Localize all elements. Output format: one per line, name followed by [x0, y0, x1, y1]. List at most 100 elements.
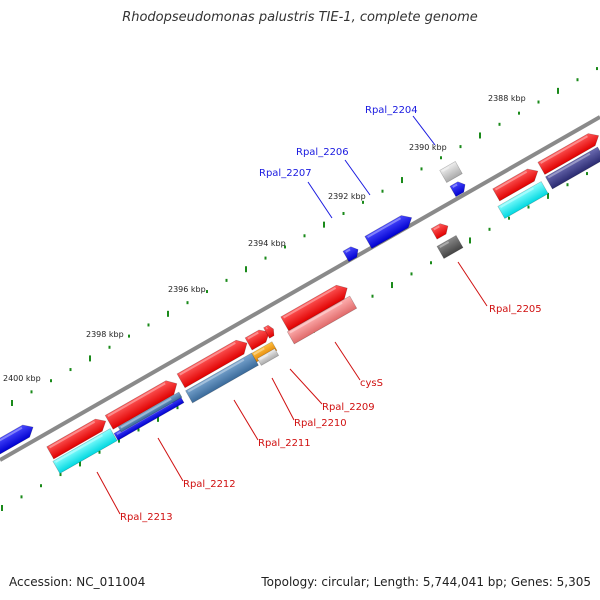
minor-tick: [488, 227, 491, 231]
minor-tick: [576, 78, 579, 82]
minor-tick: [186, 301, 189, 305]
gene-label-rpal_2205: Rpal_2205: [489, 304, 542, 315]
gene-labels: Rpal_2204 Rpal_2205 Rpal_2206 Rpal_2207 cysS…: [120, 105, 542, 523]
gene-cds-steel-b: [117, 391, 183, 433]
leader-line: [334, 341, 361, 381]
gene-label-rpal_2207: Rpal_2207: [259, 168, 312, 179]
gene-forward-2212: [104, 380, 178, 430]
leader-line: [96, 471, 121, 515]
minor-tick: [206, 290, 208, 294]
leader-line: [457, 261, 488, 307]
minor-tick: [69, 368, 72, 372]
minor-tick: [586, 172, 588, 176]
minor-tick: [20, 495, 23, 499]
minor-tick: [381, 189, 384, 193]
gene-label-rpal_2209: Rpal_2209: [322, 402, 375, 413]
gene-forward-a: [537, 133, 600, 175]
major-tick: [167, 310, 169, 317]
minor-tick: [596, 67, 598, 71]
minor-tick: [50, 379, 52, 383]
gene-cds-light: [439, 161, 463, 183]
scale-label-2398: 2398 kbp: [86, 330, 124, 339]
scale-label-2396: 2396 kbp: [168, 285, 206, 294]
gene-cds-light-b: [256, 348, 280, 366]
minor-tick: [147, 323, 150, 327]
gene-cds-cyan-b: [52, 428, 118, 474]
gene-label-rpal_2211: Rpal_2211: [258, 438, 311, 449]
gene-reverse-2207: [342, 246, 359, 263]
major-tick: [401, 177, 403, 184]
minor-tick: [362, 200, 364, 204]
minor-tick: [225, 278, 228, 282]
scale-labels: 2388 kbp 2390 kbp 2392 kbp 2394 kbp 2396 kbp…: [3, 94, 526, 383]
major-tick: [323, 221, 325, 228]
minor-tick: [303, 234, 306, 238]
gene-reverse-left: [0, 424, 34, 456]
gene-cds-grey: [436, 235, 464, 259]
minor-tick: [420, 167, 423, 171]
gene-forward-2213: [46, 418, 107, 460]
scale-ticks-outer: [11, 67, 598, 406]
major-tick: [479, 132, 481, 139]
minor-tick: [498, 122, 501, 126]
minor-tick: [440, 156, 442, 160]
minor-tick: [98, 450, 101, 454]
scale-label-2390: 2390 kbp: [409, 143, 447, 152]
minor-tick: [342, 211, 345, 215]
gene-forward-b: [492, 168, 539, 202]
minor-tick: [430, 261, 432, 265]
scale-label-2400: 2400 kbp: [3, 374, 41, 383]
scale-label-2392: 2392 kbp: [328, 192, 366, 201]
gene-forward-2210: [244, 329, 270, 351]
gene-forward-2211: [176, 339, 248, 389]
gene-forward-2205: [430, 223, 449, 240]
topology-label: Topology: circular; Length: 5,744,041 bp…: [261, 575, 591, 589]
minor-tick: [284, 245, 286, 249]
minor-tick: [518, 111, 520, 115]
major-tick: [79, 460, 81, 467]
leader-line: [412, 115, 436, 146]
gene-cds-cyan-a: [497, 181, 549, 219]
minor-tick: [508, 216, 510, 220]
gene-cds-pink: [286, 295, 358, 345]
gene-label-rpal_2210: Rpal_2210: [294, 418, 347, 429]
scale-label-2394: 2394 kbp: [248, 239, 286, 248]
gene-forward-2209: [263, 324, 275, 339]
major-tick: [157, 415, 159, 422]
leader-line: [289, 368, 323, 405]
gene-cds-steel: [185, 352, 259, 404]
gene-cds-navy: [545, 146, 600, 190]
genome-backbone: [0, 115, 600, 462]
gene-features: [0, 133, 600, 474]
minor-tick: [566, 183, 569, 187]
gene-label-rpal_2212: Rpal_2212: [183, 479, 236, 490]
major-tick: [547, 192, 549, 199]
gene-forward-cysS: [280, 284, 348, 332]
major-tick: [1, 505, 3, 511]
minor-tick: [137, 428, 140, 432]
map-title: Rhodopseudomonas palustris TIE-1, comple…: [122, 10, 478, 25]
minor-tick: [30, 390, 33, 394]
major-tick: [557, 87, 559, 94]
major-tick: [245, 266, 247, 273]
minor-tick: [459, 145, 462, 149]
leader-line: [307, 181, 333, 219]
major-tick: [391, 282, 393, 289]
accession-label: Accession: NC_011004: [9, 575, 146, 589]
major-tick: [469, 237, 471, 244]
leader-line: [344, 159, 371, 196]
label-leader-lines: [96, 115, 488, 515]
minor-tick: [118, 439, 120, 443]
gene-label-cyss: cysS: [360, 378, 383, 389]
minor-tick: [527, 205, 530, 209]
minor-tick: [59, 473, 62, 477]
minor-tick: [108, 345, 111, 349]
minor-tick: [176, 406, 179, 410]
minor-tick: [264, 256, 267, 260]
major-tick: [11, 400, 13, 406]
minor-tick: [537, 100, 540, 104]
gene-label-rpal_2213: Rpal_2213: [120, 512, 173, 523]
major-tick: [89, 355, 91, 362]
minor-tick: [40, 484, 42, 488]
